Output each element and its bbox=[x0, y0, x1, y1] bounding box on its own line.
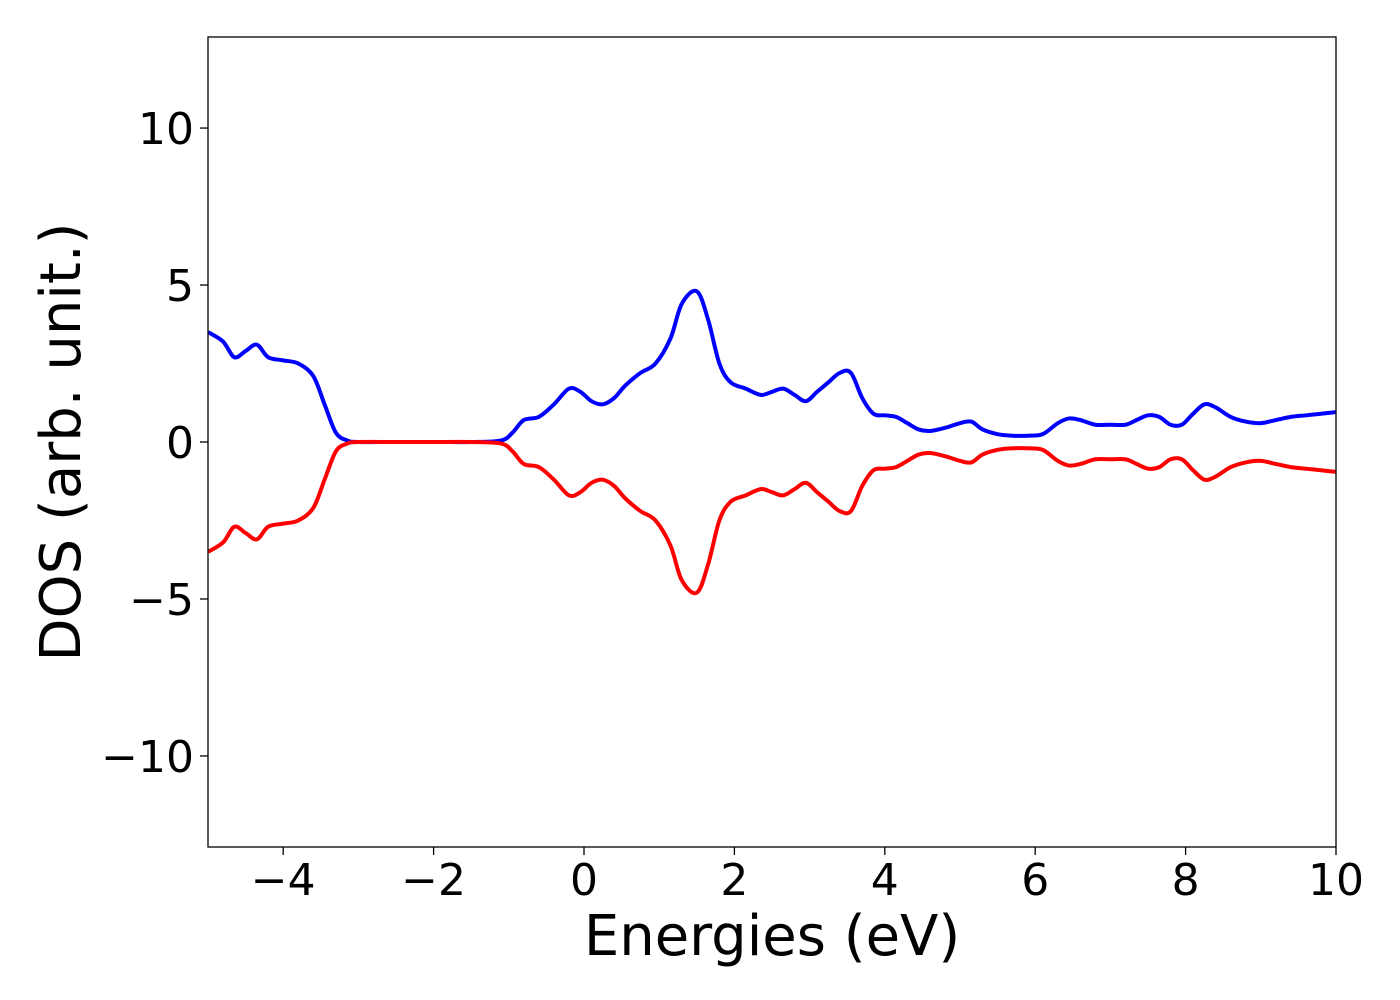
y-tick-label: 5 bbox=[166, 261, 194, 312]
x-tick-label: 2 bbox=[720, 855, 748, 906]
x-tick-label: 4 bbox=[871, 855, 899, 906]
y-axis-ticks: −10 −5 0 5 10 bbox=[101, 104, 208, 783]
x-tick-label: −4 bbox=[251, 855, 316, 906]
y-axis-title: DOS (arb. unit.) bbox=[29, 222, 94, 661]
plot-frame bbox=[207, 36, 1337, 848]
x-axis-ticks: −4 −2 0 2 4 6 8 10 bbox=[251, 847, 1364, 906]
series-layer bbox=[208, 288, 1336, 596]
y-tick-label: −10 bbox=[101, 732, 194, 783]
x-tick-label: 6 bbox=[1021, 855, 1049, 906]
x-tick-label: −2 bbox=[401, 855, 466, 906]
x-tick-label: 10 bbox=[1308, 855, 1364, 906]
y-tick-label: 10 bbox=[138, 104, 194, 155]
x-tick-label: 8 bbox=[1172, 855, 1200, 906]
spin-up-dos-line bbox=[208, 288, 1336, 445]
x-axis-title: Energies (eV) bbox=[584, 904, 960, 969]
x-tick-label: 0 bbox=[570, 855, 598, 906]
spin-down-dos-line bbox=[208, 439, 1336, 596]
y-tick-label: −5 bbox=[129, 575, 194, 626]
y-tick-label: 0 bbox=[166, 418, 194, 469]
